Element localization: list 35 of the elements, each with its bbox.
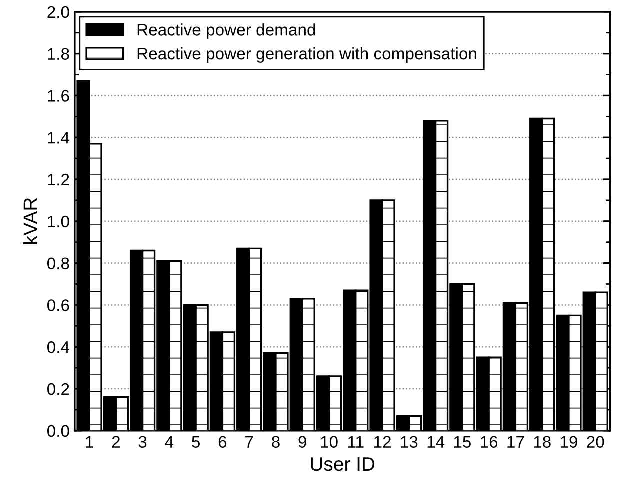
x-tick-label: 6 <box>218 436 227 448</box>
y-tick-label: 0.2 <box>48 383 70 396</box>
x-tick-label: 11 <box>348 436 364 448</box>
x-tick-label: 17 <box>508 436 524 448</box>
y-axis-title: kVAR <box>23 198 38 244</box>
y-tick-label: 2.0 <box>48 6 70 18</box>
y-tick-label: 1.8 <box>48 48 70 60</box>
x-tick-label: 8 <box>272 436 280 448</box>
x-tick-label: 13 <box>401 436 418 448</box>
legend-label: Reactive power generation with compensation <box>138 47 476 63</box>
x-tick-label: 9 <box>298 436 306 448</box>
y-tick-label: 0.0 <box>48 425 70 438</box>
y-tick-label: 1.0 <box>48 216 70 228</box>
x-tick-label: 19 <box>560 436 578 448</box>
x-tick-label: 18 <box>534 436 551 448</box>
y-tick-label: 0.8 <box>48 258 70 270</box>
legend-label: Reactive power demand <box>138 24 316 40</box>
x-tick-label: 1 <box>86 436 94 448</box>
x-tick-label: 14 <box>428 436 445 448</box>
y-tick-label: 1.4 <box>48 132 70 144</box>
x-tick-label: 12 <box>374 436 391 448</box>
x-tick-label: 20 <box>587 436 604 448</box>
y-tick-label: 0.6 <box>48 300 70 312</box>
x-tick-label: 15 <box>454 436 472 448</box>
y-tick-label: 0.4 <box>48 342 70 354</box>
x-tick-label: 3 <box>138 436 147 448</box>
x-tick-label: 2 <box>112 436 120 448</box>
y-tick-label: 1.6 <box>48 90 70 102</box>
x-tick-label: 10 <box>321 436 338 448</box>
x-tick-label: 4 <box>165 436 174 448</box>
x-axis-title: User ID <box>311 458 375 472</box>
x-tick-label: 5 <box>192 436 200 448</box>
x-tick-label: 16 <box>481 436 498 448</box>
y-tick-label: 1.2 <box>48 174 70 186</box>
x-tick-label: 7 <box>246 436 254 448</box>
